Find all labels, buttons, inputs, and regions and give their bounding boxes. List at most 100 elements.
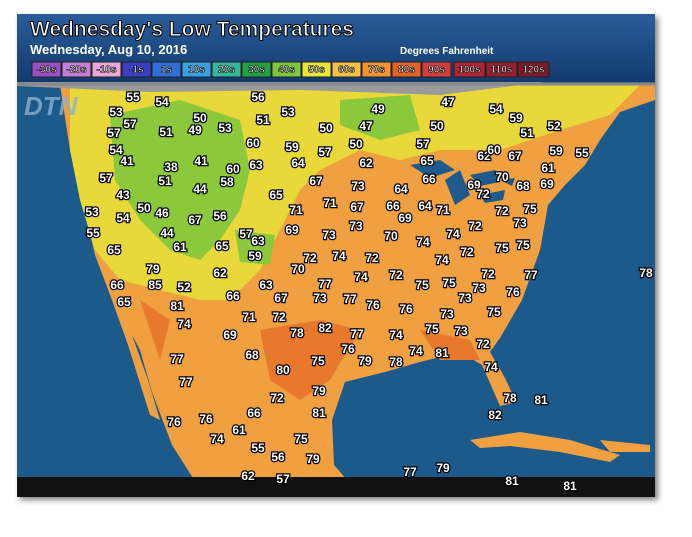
temperature: 78: [290, 326, 304, 340]
temperature: 73: [454, 324, 468, 338]
temperature: 71: [436, 203, 450, 217]
temperature: 72: [468, 219, 482, 233]
temperature: 50: [430, 119, 444, 133]
temperature: 81: [563, 479, 577, 493]
temperature: 57: [416, 137, 430, 151]
legend-label: 100s: [458, 65, 481, 76]
legend-swatch: [151, 61, 182, 78]
temperature: 73: [440, 307, 454, 321]
temperature: 78: [503, 391, 517, 405]
temperature: 82: [488, 408, 502, 422]
temperature: 59: [248, 249, 262, 263]
temperature: 61: [541, 161, 555, 175]
legend-label: 1s: [161, 65, 173, 76]
temperature: 74: [389, 328, 403, 342]
temperature: 73: [349, 219, 363, 233]
temperature: 52: [547, 119, 561, 133]
legend-swatch: [211, 61, 242, 78]
temperature: 73: [458, 291, 472, 305]
temperature: 74: [435, 253, 449, 267]
temperature: 76: [167, 415, 181, 429]
land-green: [110, 95, 420, 265]
temperature: 78: [639, 266, 653, 280]
temperature: 67: [274, 291, 288, 305]
temperature: 52: [177, 280, 191, 294]
date: Wednesday, Aug 10, 2016: [30, 42, 187, 57]
temperature: 79: [146, 262, 160, 276]
temperature: 69: [398, 211, 412, 225]
temperature: 47: [359, 119, 373, 133]
temperature: 70: [384, 229, 398, 243]
temperature: 77: [350, 327, 364, 341]
temperature: 53: [218, 121, 232, 135]
temperature: 59: [549, 144, 563, 158]
legend-label: 70s: [368, 65, 385, 76]
temperature: 65: [420, 154, 434, 168]
temperature: 73: [513, 216, 527, 230]
temperature: 74: [177, 317, 191, 331]
temperature: 66: [110, 278, 124, 292]
temperature: 53: [85, 205, 99, 219]
map: [17, 14, 655, 497]
temperature: 56: [213, 209, 227, 223]
temperature: 74: [210, 432, 224, 446]
temperature: 72: [460, 245, 474, 259]
temperature: 68: [245, 348, 259, 362]
legend-label: -20s: [66, 65, 86, 76]
temperature: 44: [160, 226, 174, 240]
temperature: 54: [109, 143, 123, 157]
temperature: 51: [158, 174, 172, 188]
temperature: 67: [350, 200, 364, 214]
temperature: 75: [487, 305, 501, 319]
temperature: 75: [425, 322, 439, 336]
temperature: 64: [394, 182, 408, 196]
temperature: 82: [318, 321, 332, 335]
temperature: 72: [270, 391, 284, 405]
legend-label: -30s: [36, 65, 56, 76]
temperature: 57: [318, 145, 332, 159]
temperature: 79: [358, 354, 372, 368]
temperature: 66: [247, 406, 261, 420]
temperature: 67: [309, 174, 323, 188]
temperature: 79: [312, 384, 326, 398]
temperature: 57: [123, 117, 137, 131]
temperature: 67: [508, 149, 522, 163]
legend-swatch: [301, 61, 332, 78]
temperature: 72: [303, 251, 317, 265]
temperature: 75: [442, 276, 456, 290]
temperature: 57: [276, 472, 290, 486]
temperature: 64: [291, 156, 305, 170]
temperature: 61: [232, 423, 246, 437]
legend-swatch: [91, 61, 122, 78]
temperature: 77: [403, 465, 417, 479]
temperature: 57: [99, 171, 113, 185]
temperature: 74: [416, 235, 430, 249]
temperature: 76: [399, 302, 413, 316]
legend-swatch: [421, 61, 452, 78]
temperature: 76: [366, 298, 380, 312]
temperature: 63: [251, 234, 265, 248]
cuba: [470, 432, 650, 462]
temperature: 72: [495, 204, 509, 218]
temperature: 81: [312, 406, 326, 420]
temperature: 65: [215, 239, 229, 253]
legend-label: -1s: [129, 65, 144, 76]
temperature: 62: [213, 266, 227, 280]
temperature: 74: [409, 344, 423, 358]
temperature: 38: [164, 160, 178, 174]
temperature: 51: [520, 126, 534, 140]
temperature: 65: [117, 295, 131, 309]
temperature: 72: [476, 187, 490, 201]
temperature: 41: [120, 154, 134, 168]
temperature: 62: [241, 469, 255, 483]
temperature: 81: [435, 346, 449, 360]
legend-label: 60s: [338, 65, 355, 76]
temperature: 64: [418, 199, 432, 213]
temperature: 72: [389, 268, 403, 282]
legend-label: 20s: [218, 65, 235, 76]
temperature: 50: [193, 111, 207, 125]
temperature: 50: [349, 137, 363, 151]
temperature: 66: [386, 199, 400, 213]
